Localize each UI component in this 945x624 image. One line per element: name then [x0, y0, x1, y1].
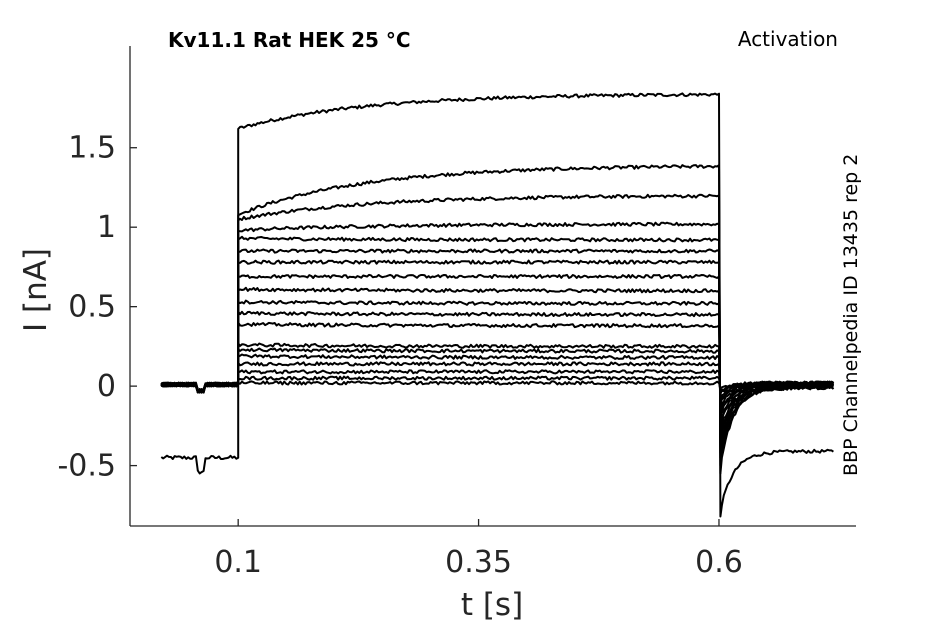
- current-trace-19: [161, 380, 835, 394]
- current-trace-12: [161, 321, 835, 413]
- current-traces: [160, 92, 835, 518]
- x-tick-label: 0.1: [214, 545, 262, 580]
- current-trace-13: [160, 342, 834, 408]
- x-tick-label: 0.35: [445, 545, 512, 580]
- x-ticks: 0.1 0.35 0.6: [214, 519, 743, 580]
- current-trace-18: [160, 375, 834, 394]
- current-trace-1: [160, 92, 834, 518]
- current-trace-8: [161, 273, 834, 435]
- y-tick-label: 1.5: [68, 131, 116, 166]
- side-label: BBP Channelpedia ID 13435 rep 2: [840, 154, 862, 476]
- current-trace-9: [161, 286, 834, 429]
- x-tick-label: 0.6: [695, 545, 743, 580]
- current-trace-6: [160, 248, 834, 448]
- y-tick-label: 0.5: [68, 290, 116, 325]
- y-ticks: -0.5 0 0.5 1 1.5: [57, 131, 137, 484]
- current-trace-7: [160, 259, 834, 442]
- y-tick-label: 0: [97, 369, 116, 404]
- current-trace-16: [160, 361, 835, 399]
- chart-subtitle: Activation: [738, 27, 838, 51]
- current-trace-17: [161, 369, 834, 396]
- y-axis-label: I [nA]: [18, 248, 54, 332]
- x-axis-label: t [s]: [461, 587, 523, 623]
- current-trace-4: [160, 221, 834, 459]
- y-tick-label: -0.5: [57, 449, 116, 484]
- current-trace-14: [160, 347, 834, 405]
- current-trace-3: [160, 193, 835, 467]
- axes: [129, 46, 856, 527]
- y-tick-label: 1: [97, 210, 116, 245]
- chart-title: Kv11.1 Rat HEK 25 °C: [168, 28, 411, 52]
- current-trace-15: [160, 353, 834, 402]
- current-trace-11: [160, 310, 834, 418]
- current-trace-2: [160, 164, 834, 475]
- current-trace-10: [160, 299, 835, 423]
